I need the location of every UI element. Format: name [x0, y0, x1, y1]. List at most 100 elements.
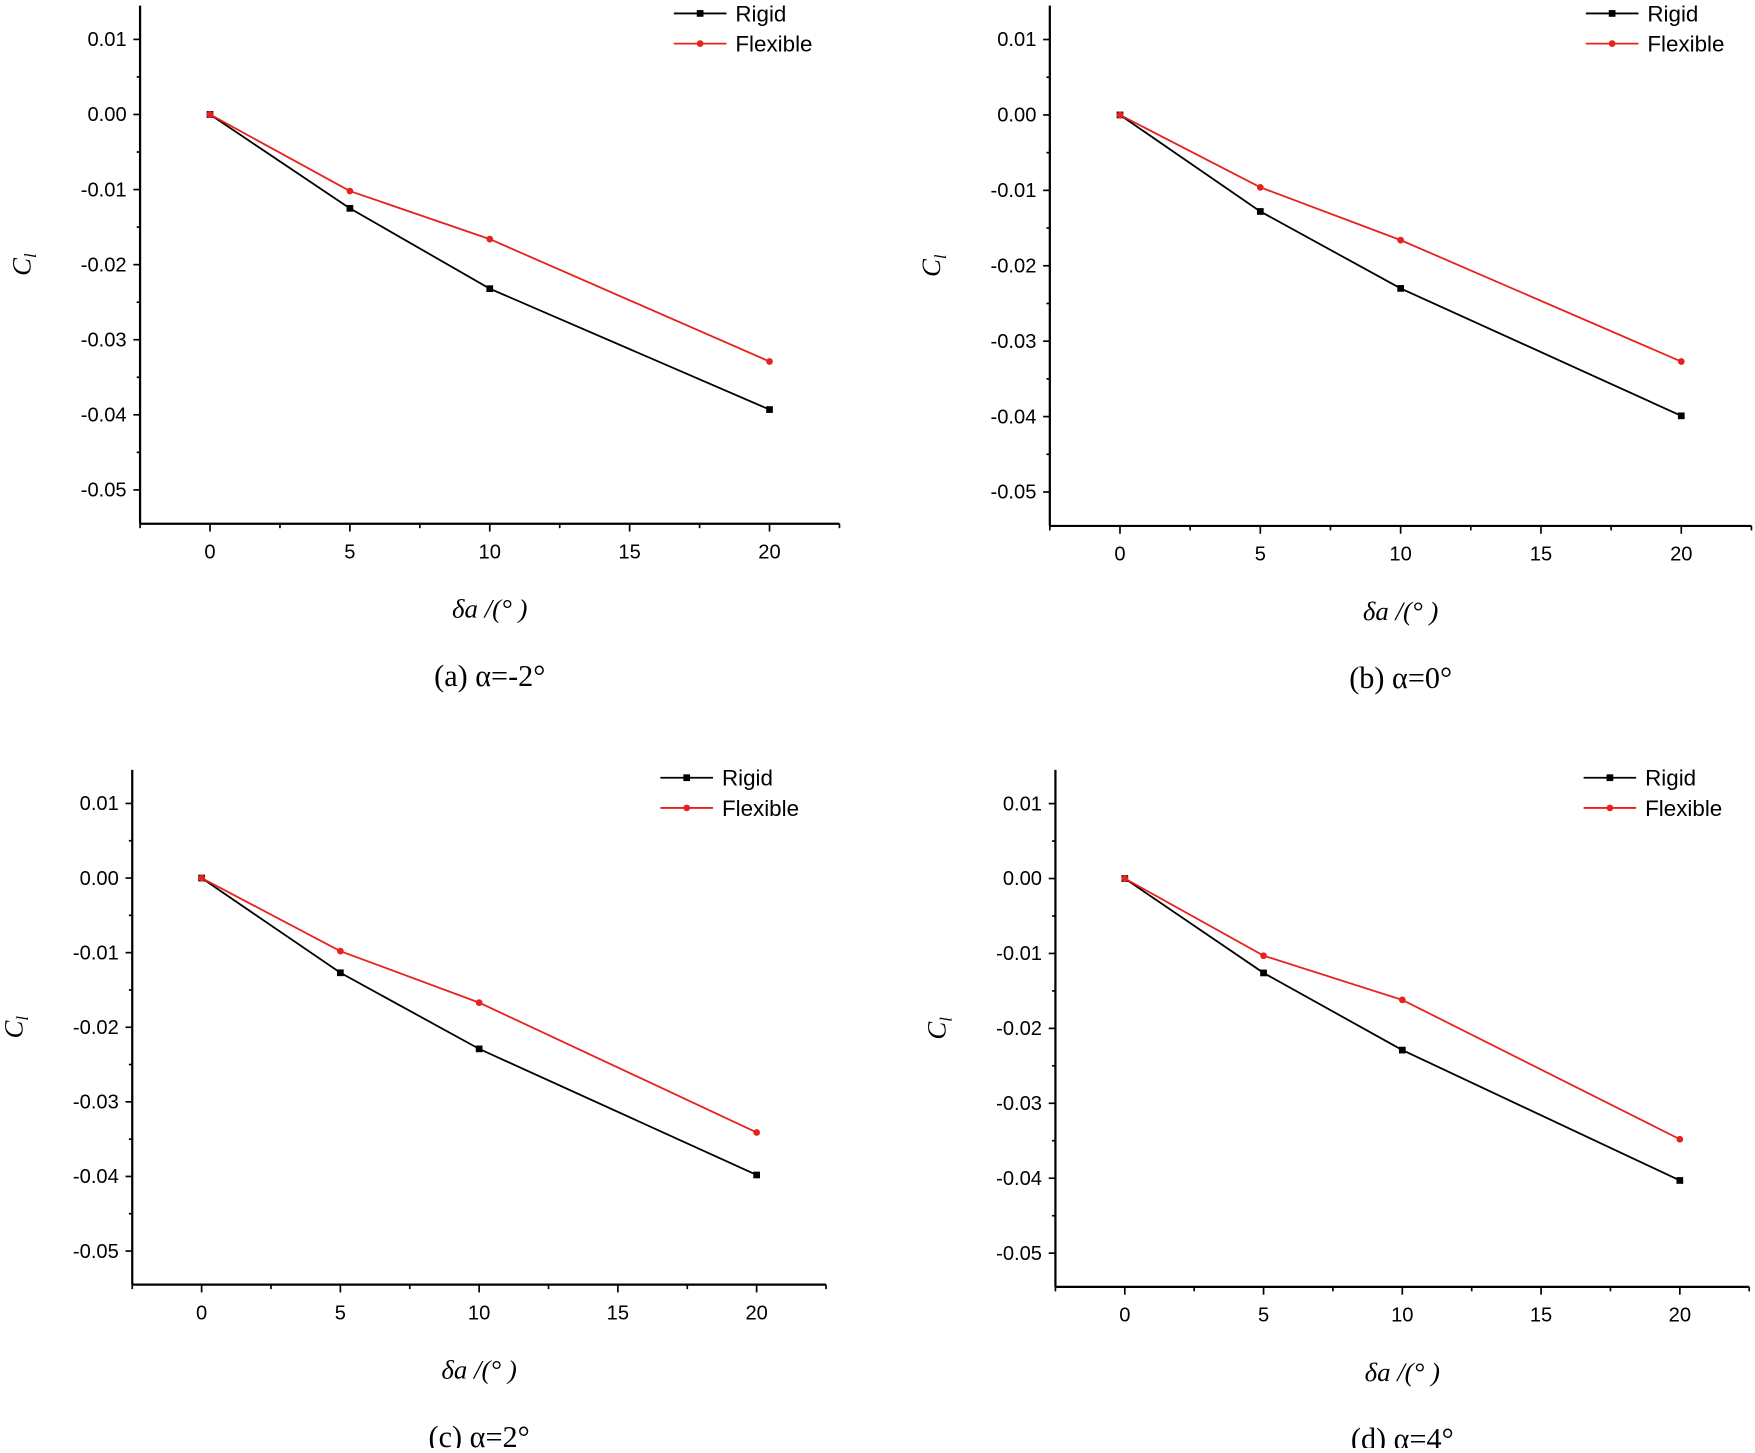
- panel-caption: (a) α=-2°: [434, 659, 545, 693]
- y-tick-label: 0.01: [80, 793, 119, 815]
- y-tick-label: 0.00: [80, 868, 119, 890]
- legend-marker: [683, 774, 691, 782]
- x-tick-label: 20: [1670, 544, 1692, 566]
- chart-panel-a: 0.01 0.00 -0.01 -0.02 -0.03 -0.04 -0.05 0 5 10 15 2…: [6, 1, 841, 693]
- series-flexible: Flexible: [1116, 31, 1724, 365]
- data-point: [753, 1129, 761, 1136]
- x-tick-label: 0: [1119, 1305, 1130, 1327]
- x-tick-label: 0: [204, 541, 215, 563]
- y-tick-label: 0.00: [997, 105, 1036, 127]
- legend-marker: [696, 10, 704, 17]
- x-tick-label: 0: [196, 1302, 207, 1324]
- data-point: [1121, 875, 1129, 882]
- x-tick-label: 10: [468, 1302, 490, 1324]
- data-point: [1677, 358, 1685, 365]
- series-line: [1119, 114, 1682, 363]
- x-axis-label: δa /(° ): [1363, 596, 1438, 626]
- data-point: [766, 406, 773, 413]
- x-tick-label: 5: [335, 1302, 346, 1324]
- legend-marker: [1608, 40, 1616, 47]
- data-point: [337, 947, 344, 955]
- y-tick-label: -0.04: [991, 406, 1037, 428]
- panel-caption: (d) α=4°: [1351, 1422, 1454, 1448]
- y-tick-label: -0.01: [73, 942, 119, 964]
- x-axis-label: δa /(° ): [452, 594, 527, 624]
- legend-label: Rigid: [735, 1, 786, 26]
- series-line: [201, 877, 758, 1176]
- data-point: [198, 874, 205, 882]
- legend-label: Rigid: [1645, 766, 1696, 791]
- y-tick-label: -0.05: [996, 1243, 1042, 1265]
- data-point: [486, 285, 494, 293]
- legend-marker: [1606, 804, 1614, 812]
- data-point: [1256, 208, 1264, 215]
- data-point: [1260, 952, 1267, 960]
- data-point: [1398, 996, 1406, 1004]
- chart-panel-c: 0.01 0.00 -0.01 -0.02 -0.03 -0.04 -0.05 0 5 10 15 2…: [0, 766, 827, 1453]
- chart-panel-d: 0.01 0.00 -0.01 -0.02 -0.03 -0.04 -0.05 0 5 10 15 2…: [922, 766, 1751, 1453]
- legend-label: Rigid: [722, 766, 773, 791]
- x-tick-label: 10: [479, 541, 501, 563]
- y-axis-label: Cl: [922, 1017, 956, 1040]
- y-tick-label: -0.01: [81, 179, 127, 201]
- y-tick-label: -0.03: [996, 1093, 1042, 1115]
- series-line: [209, 113, 770, 411]
- legend-label: Flexible: [722, 796, 799, 821]
- data-point: [346, 187, 354, 195]
- y-tick-label: -0.04: [73, 1166, 119, 1188]
- data-point: [1677, 412, 1685, 420]
- x-tick-label: 15: [618, 541, 640, 563]
- x-tick-label: 5: [1255, 544, 1266, 566]
- data-point: [1676, 1135, 1684, 1143]
- chart-panel-b: 0.01 0.00 -0.01 -0.02 -0.03 -0.04 -0.05 0 5 10 15 2…: [916, 1, 1753, 695]
- y-axis-label: Cl: [0, 1016, 32, 1039]
- data-point: [475, 999, 483, 1006]
- x-tick-label: 0: [1114, 544, 1125, 566]
- data-point: [1398, 1046, 1406, 1054]
- data-point: [1676, 1177, 1684, 1184]
- x-axis-label: δa /(° ): [441, 1355, 516, 1385]
- data-point: [486, 235, 494, 243]
- series-line: [1124, 877, 1681, 1141]
- x-tick-label: 5: [344, 541, 355, 563]
- y-tick-label: 0.01: [1003, 793, 1042, 815]
- legend-marker: [1608, 10, 1616, 17]
- subscript: l: [936, 1017, 955, 1022]
- x-tick-label: 10: [1389, 544, 1411, 566]
- y-tick-label: -0.03: [991, 331, 1037, 353]
- panel-caption: (c) α=2°: [429, 1420, 530, 1448]
- y-tick-label: -0.04: [81, 405, 127, 427]
- y-tick-label: 0.00: [1003, 868, 1042, 890]
- x-tick-label: 5: [1258, 1305, 1269, 1327]
- data-point: [206, 111, 214, 118]
- x-tick-label: 10: [1391, 1305, 1413, 1327]
- y-tick-label: -0.01: [991, 180, 1037, 202]
- y-tick-label: -0.05: [991, 482, 1037, 504]
- series-flexible: Flexible: [1121, 796, 1722, 1143]
- series-rigid: Rigid: [206, 1, 786, 413]
- x-tick-label: 15: [607, 1302, 629, 1324]
- series-line: [1124, 877, 1681, 1182]
- y-tick-label: -0.02: [73, 1017, 119, 1039]
- data-point: [475, 1045, 483, 1053]
- y-tick-label: -0.03: [73, 1092, 119, 1114]
- x-tick-label: 20: [745, 1302, 767, 1324]
- y-tick-label: -0.03: [81, 329, 127, 351]
- legend-label: Rigid: [1647, 1, 1698, 26]
- data-point: [1397, 236, 1404, 244]
- series-line: [1119, 114, 1682, 417]
- y-tick-label: 0.00: [87, 104, 126, 126]
- y-tick-label: -0.05: [81, 480, 127, 502]
- y-tick-label: -0.01: [996, 943, 1042, 965]
- data-point: [1260, 969, 1267, 977]
- series-line: [201, 877, 758, 1134]
- x-tick-label: 15: [1530, 544, 1552, 566]
- series-rigid: Rigid: [198, 766, 773, 1179]
- data-point: [766, 358, 773, 365]
- legend-marker: [696, 40, 704, 47]
- data-point: [346, 204, 354, 212]
- subscript: l: [21, 253, 40, 258]
- legend-label: Flexible: [1647, 31, 1724, 56]
